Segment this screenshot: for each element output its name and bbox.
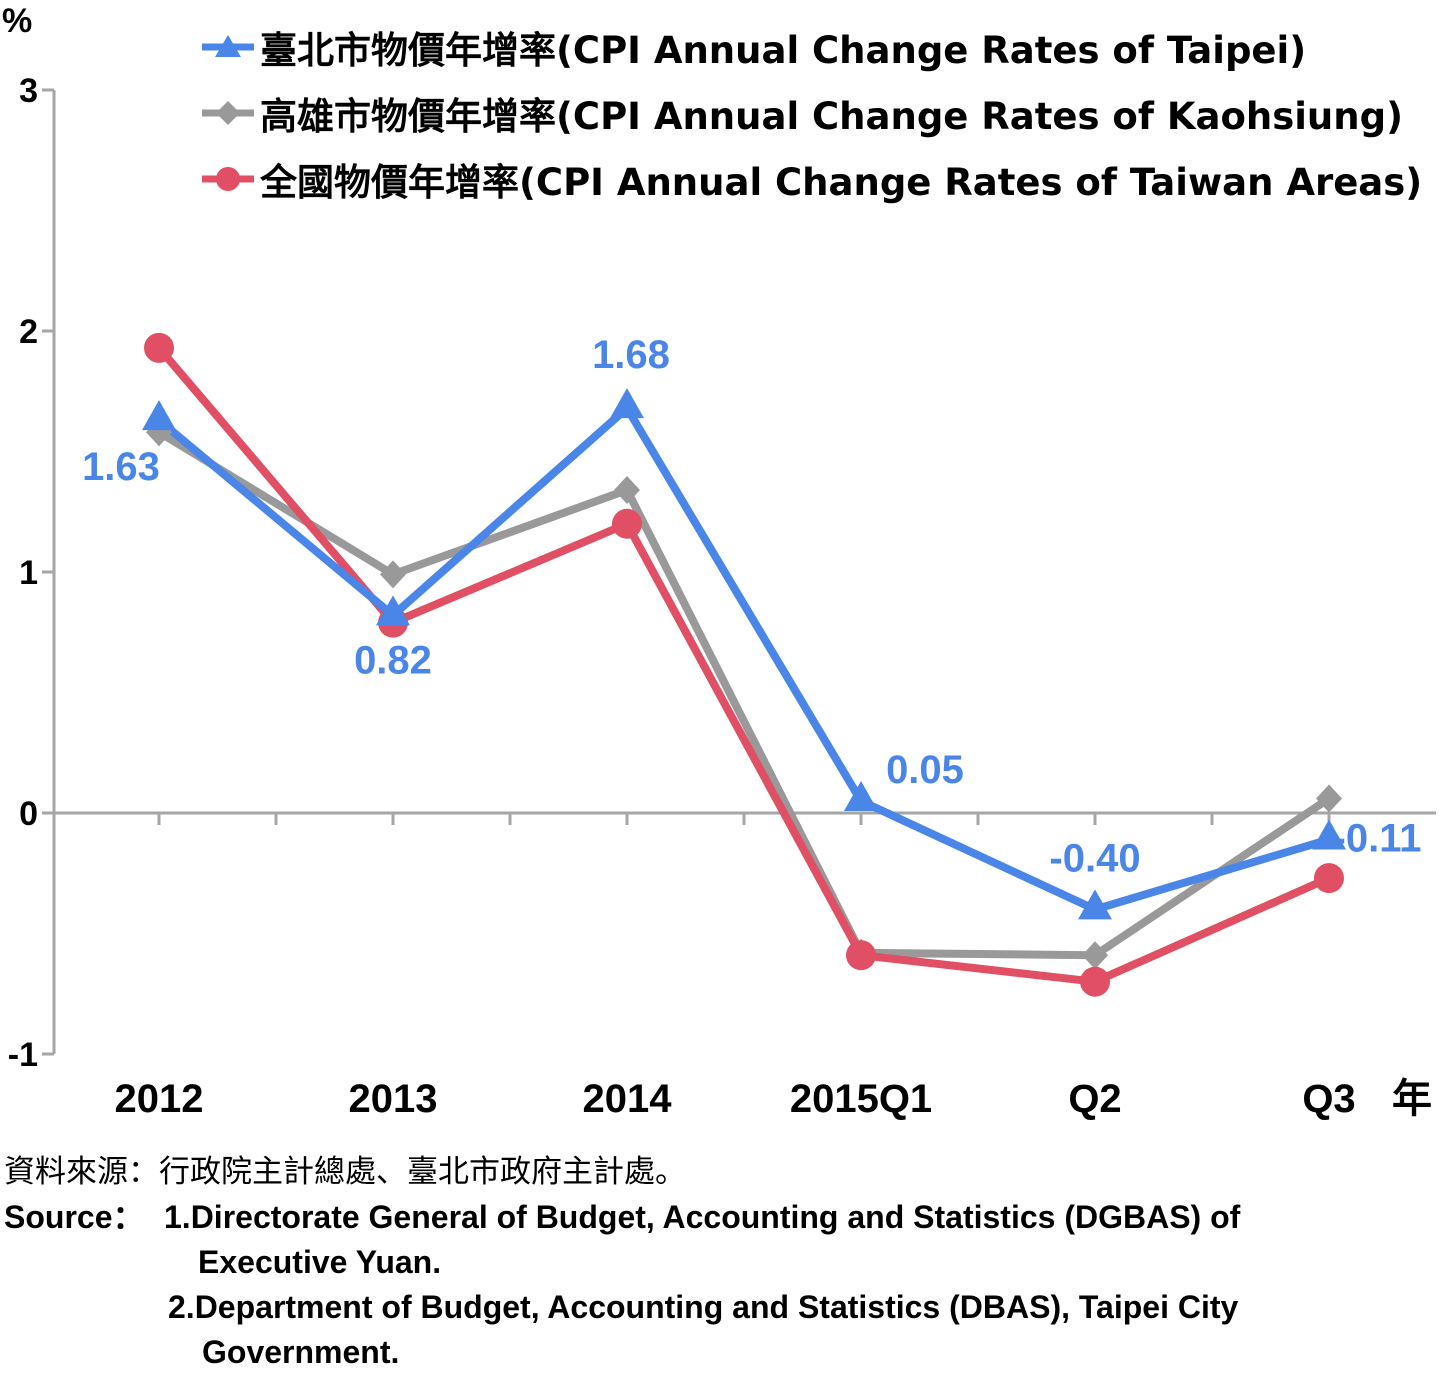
line-chart: -1 0 1 2 3 2012 2013 2014 2015Q1 Q2 Q3 年 1.63 0.82 1.6… bbox=[8, 72, 1436, 1122]
x-tick-label: Q2 bbox=[1068, 1077, 1121, 1121]
taiwan-point bbox=[1080, 966, 1110, 997]
kaohsiung-point bbox=[380, 560, 406, 589]
data-label: 1.63 bbox=[82, 445, 160, 489]
x-tick-label: 2013 bbox=[349, 1077, 438, 1121]
taiwan-point bbox=[144, 332, 174, 363]
data-label: 0.05 bbox=[886, 748, 964, 792]
y-tick-label: 0 bbox=[19, 795, 38, 833]
source-notes: 資料來源：行政院主計總處、臺北市政府主計處。 Source： 1.Directo… bbox=[4, 1150, 1436, 1375]
y-tick-label: 3 bbox=[19, 72, 38, 110]
source-en-item2-cont: Government. bbox=[202, 1334, 400, 1370]
y-tick-label: 2 bbox=[19, 313, 38, 351]
data-label: 0.82 bbox=[354, 638, 432, 682]
taiwan-point bbox=[1314, 863, 1344, 894]
legend-label-kaohsiung: 高雄市物價年增率(CPI Annual Change Rates of Kaoh… bbox=[260, 95, 1404, 138]
legend-item-kaohsiung: 高雄市物價年增率(CPI Annual Change Rates of Kaoh… bbox=[200, 80, 1422, 146]
diamond-marker-icon bbox=[202, 101, 254, 125]
source-en-item1-cont: Executive Yuan. bbox=[198, 1244, 442, 1280]
data-label: -0.40 bbox=[1049, 836, 1140, 880]
legend-label-taiwan: 全國物價年增率(CPI Annual Change Rates of Taiwa… bbox=[260, 161, 1423, 204]
taipei-point bbox=[844, 780, 878, 811]
kaohsiung-point bbox=[614, 476, 640, 505]
taipei-point bbox=[1078, 889, 1112, 920]
y-tick-label: -1 bbox=[8, 1036, 38, 1074]
taiwan-point bbox=[846, 940, 876, 971]
legend-item-taiwan: 全國物價年增率(CPI Annual Change Rates of Taiwa… bbox=[200, 146, 1422, 212]
data-label: 1.68 bbox=[592, 333, 670, 377]
source-en-label: Source： bbox=[4, 1199, 145, 1235]
source-en-row1: Source： 1.Directorate General of Budget,… bbox=[4, 1195, 1436, 1240]
series-line-1 bbox=[156, 428, 1332, 960]
taipei-point bbox=[142, 400, 176, 431]
x-tick-label: 2015Q1 bbox=[790, 1077, 932, 1121]
taipei-point bbox=[376, 595, 410, 626]
source-zh: 資料來源：行政院主計總處、臺北市政府主計處。 bbox=[4, 1154, 686, 1190]
legend-label-taipei: 臺北市物價年增率(CPI Annual Change Rates of Taip… bbox=[260, 29, 1307, 72]
circle-marker-icon bbox=[202, 167, 254, 191]
series-line-2 bbox=[155, 345, 1331, 986]
x-tick-label: 2014 bbox=[583, 1077, 673, 1121]
x-unit-label: 年 bbox=[1392, 1076, 1432, 1122]
y-tick-label: 1 bbox=[19, 554, 38, 592]
source-en-item1: 1.Directorate General of Budget, Account… bbox=[164, 1199, 1241, 1235]
taiwan-point bbox=[612, 508, 642, 539]
series-line-0 bbox=[156, 404, 1331, 914]
data-label: -0.11 bbox=[1333, 817, 1422, 861]
source-en-item2: 2.Department of Budget, Accounting and S… bbox=[168, 1289, 1239, 1325]
taipei-point bbox=[610, 388, 644, 419]
triangle-marker-icon bbox=[202, 35, 254, 57]
kaohsiung-point bbox=[1082, 941, 1108, 970]
legend: 臺北市物價年增率(CPI Annual Change Rates of Taip… bbox=[200, 14, 1422, 212]
x-tick-label: 2012 bbox=[115, 1077, 204, 1121]
kaohsiung-point bbox=[1316, 784, 1342, 813]
y-unit-label: % bbox=[2, 2, 33, 40]
legend-item-taipei: 臺北市物價年增率(CPI Annual Change Rates of Taip… bbox=[200, 14, 1422, 80]
x-tick-label: Q3 bbox=[1302, 1077, 1355, 1121]
taipei-point bbox=[1312, 819, 1346, 850]
